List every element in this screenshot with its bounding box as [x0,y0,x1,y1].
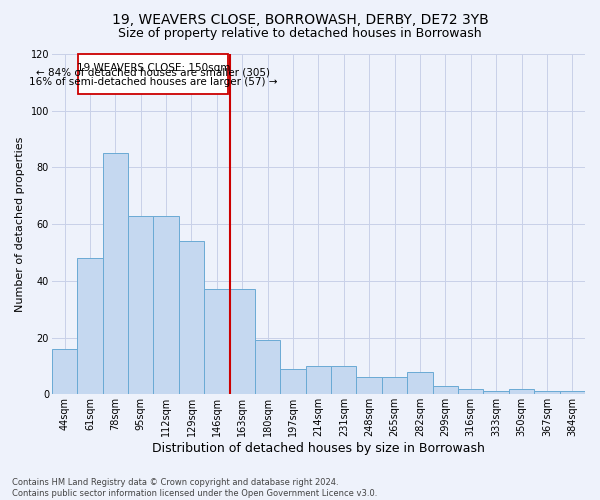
Bar [52,349,77,395]
FancyBboxPatch shape [79,54,228,94]
Bar [154,216,179,394]
Text: Size of property relative to detached houses in Borrowash: Size of property relative to detached ho… [118,28,482,40]
Bar [407,372,433,394]
Bar [255,340,280,394]
Text: Contains HM Land Registry data © Crown copyright and database right 2024.
Contai: Contains HM Land Registry data © Crown c… [12,478,377,498]
X-axis label: Distribution of detached houses by size in Borrowash: Distribution of detached houses by size … [152,442,485,455]
Y-axis label: Number of detached properties: Number of detached properties [15,136,25,312]
Text: ← 84% of detached houses are smaller (305): ← 84% of detached houses are smaller (30… [37,68,271,78]
Bar [458,388,484,394]
Bar [204,290,230,395]
Bar [306,366,331,394]
Bar [484,392,509,394]
Bar [128,216,154,394]
Bar [77,258,103,394]
Bar [509,388,534,394]
Bar [560,392,585,394]
Bar [230,290,255,395]
Bar [534,392,560,394]
Bar [433,386,458,394]
Bar [356,378,382,394]
Bar [179,241,204,394]
Text: 19 WEAVERS CLOSE: 150sqm: 19 WEAVERS CLOSE: 150sqm [77,62,230,72]
Bar [280,369,306,394]
Text: 19, WEAVERS CLOSE, BORROWASH, DERBY, DE72 3YB: 19, WEAVERS CLOSE, BORROWASH, DERBY, DE7… [112,12,488,26]
Bar [331,366,356,394]
Bar [103,154,128,394]
Bar [382,378,407,394]
Text: 16% of semi-detached houses are larger (57) →: 16% of semi-detached houses are larger (… [29,76,278,86]
